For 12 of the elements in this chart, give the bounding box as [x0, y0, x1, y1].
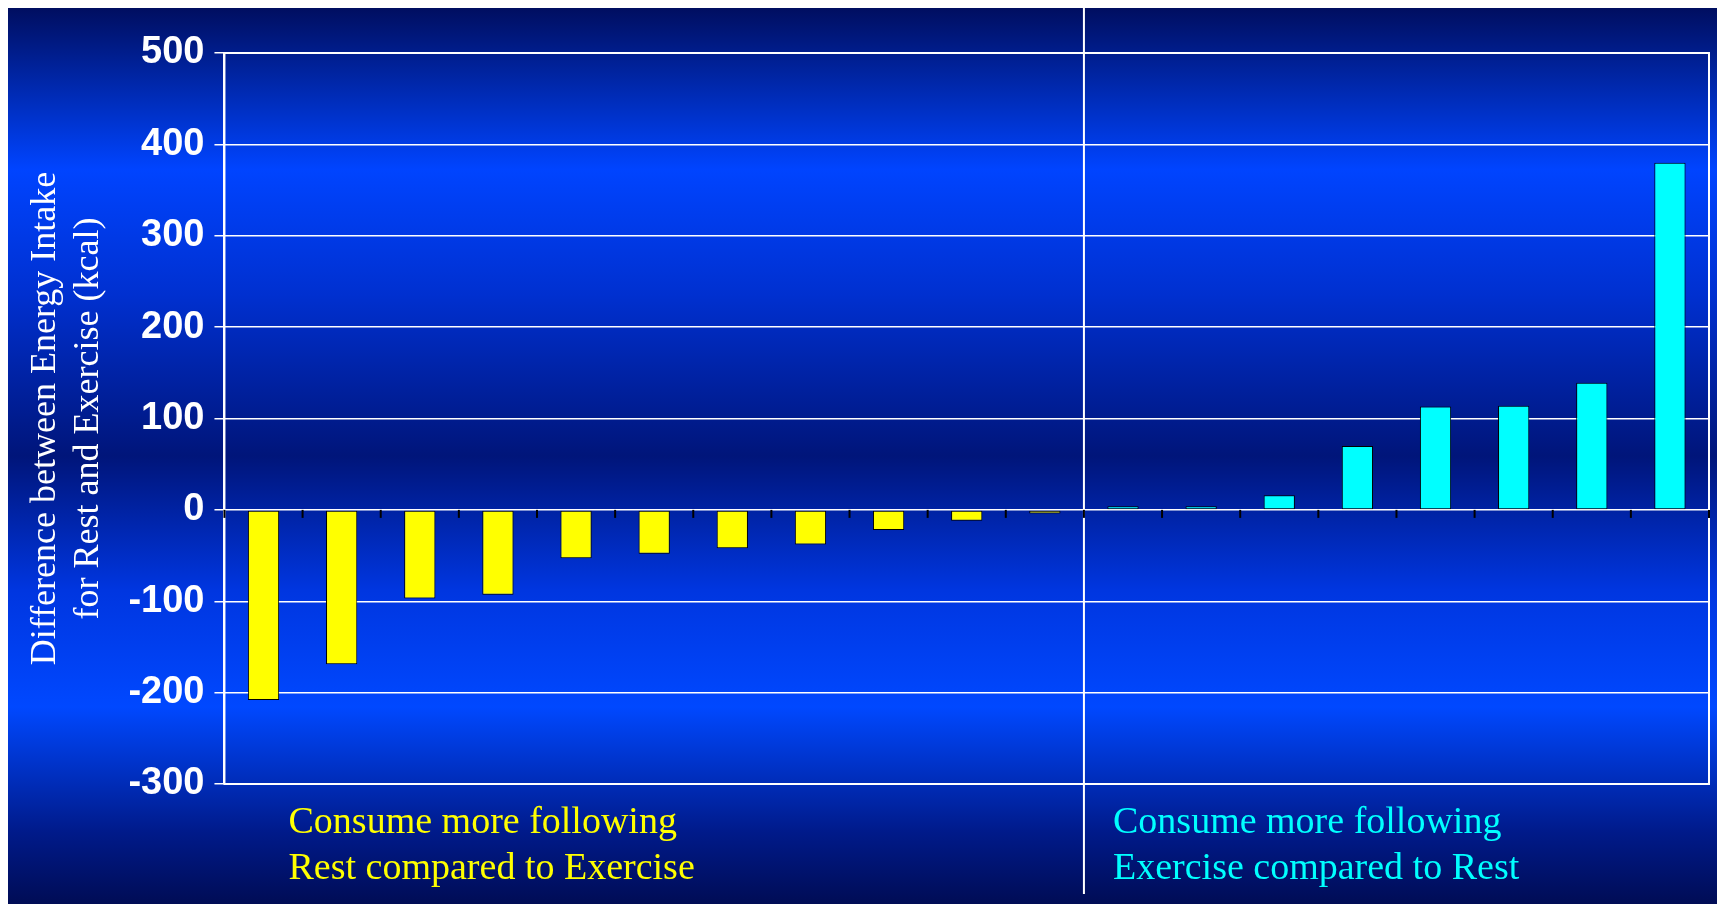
y-axis-title: Difference between Energy Intake for Rest and Exercise (kcal): [23, 171, 107, 666]
y-tick-label: 400: [141, 120, 205, 163]
y-tick-label: 200: [141, 303, 205, 346]
y-tick-label: 0: [183, 486, 205, 529]
y-tick-label: -100: [128, 577, 205, 620]
y-tick-label: 300: [141, 212, 205, 255]
y-tick-label: 100: [141, 394, 205, 437]
y-tick-label: -300: [128, 760, 205, 803]
text: Consume more following Exercise compared to Rest: [1113, 798, 1520, 887]
y-tick-label: 500: [141, 29, 205, 72]
text: Consume more following Rest compared to Exercise: [288, 798, 695, 887]
y-tick-label: -200: [128, 669, 205, 712]
